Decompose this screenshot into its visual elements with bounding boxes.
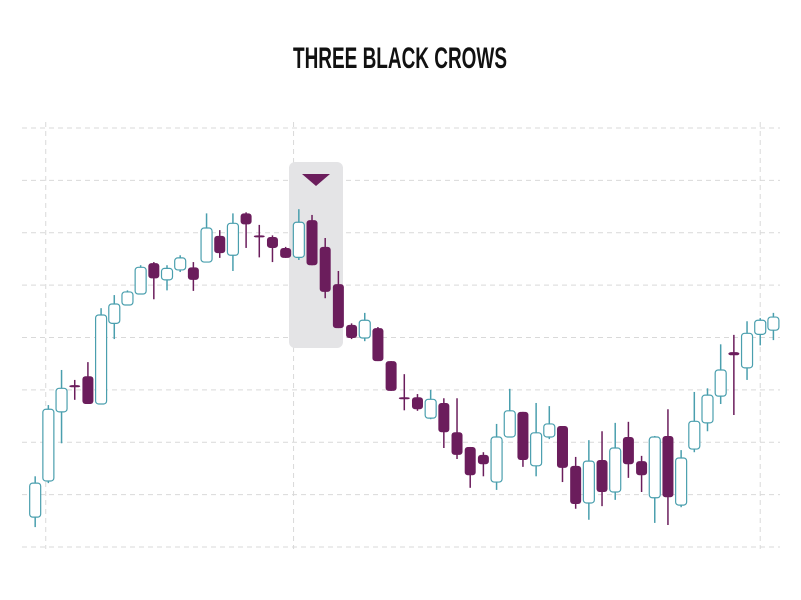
candle-body: [648, 436, 661, 499]
candle-body: [226, 222, 240, 256]
candle-body: [424, 398, 437, 419]
candle-body: [292, 221, 305, 258]
candle-body: [503, 410, 516, 438]
candle-body: [372, 328, 384, 362]
candle-body: [622, 437, 634, 465]
candle-body: [438, 402, 450, 433]
candle-body: [306, 220, 318, 266]
candle-body: [543, 423, 556, 438]
candle-body: [358, 319, 371, 339]
candle-body: [754, 319, 767, 335]
candle-body: [411, 397, 423, 410]
candle-body: [477, 454, 489, 465]
candle-body: [200, 227, 213, 263]
candle-body: [714, 369, 727, 397]
candle-body: [530, 432, 543, 467]
candle-body: [767, 316, 780, 331]
candle-body: [266, 236, 278, 248]
candle-body: [398, 397, 410, 400]
candle-body: [187, 267, 199, 280]
candle-body: [740, 332, 754, 369]
candle-body: [728, 352, 740, 356]
candle-body: [490, 436, 503, 483]
candle-body: [464, 446, 476, 476]
candle-body: [42, 408, 55, 482]
candle-body: [253, 235, 265, 238]
candle-body: [346, 324, 358, 339]
candle-body: [29, 482, 42, 518]
candle-body: [280, 247, 292, 258]
grid: [22, 122, 780, 549]
candle-body: [148, 263, 160, 279]
candle-body: [582, 460, 595, 504]
candle-body: [160, 267, 174, 281]
candle-body: [108, 303, 121, 324]
candle-body: [214, 235, 226, 254]
candle-body: [69, 385, 81, 388]
candle-body: [675, 457, 688, 506]
candle-body: [596, 460, 608, 493]
candle-body: [55, 387, 68, 413]
candle-body: [701, 394, 714, 424]
candle-body: [451, 432, 463, 455]
candle-body: [332, 284, 344, 329]
candle-body: [82, 376, 94, 405]
chart-title: THREE BLACK CROWS: [293, 42, 507, 75]
pattern-marker: [302, 174, 330, 186]
candle-body: [385, 361, 397, 391]
candle-body: [662, 435, 674, 498]
candle-body: [570, 465, 582, 505]
candle-body: [556, 426, 568, 468]
candle-body: [240, 213, 252, 225]
candle-body: [517, 411, 529, 461]
candle-body: [688, 420, 701, 450]
candle-body: [134, 266, 147, 295]
candles: [29, 209, 780, 528]
candle-body: [94, 314, 108, 405]
candle-body: [174, 257, 187, 271]
candle-body: [319, 246, 331, 292]
candle-body: [121, 291, 134, 306]
candle-body: [636, 461, 648, 476]
candle-body: [609, 447, 622, 493]
